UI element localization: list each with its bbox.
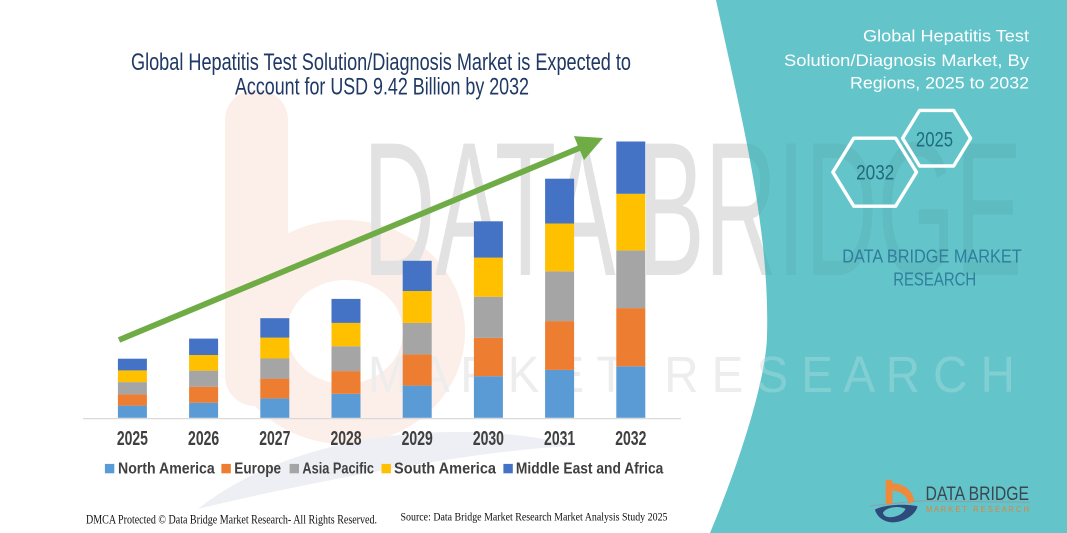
svg-text:2025: 2025 [117,426,148,449]
svg-text:2032: 2032 [856,161,894,185]
svg-text:Account for USD 9.42 Billion b: Account for USD 9.42 Billion by 2032 [235,74,529,101]
svg-text:M A R K E T R E S E A R C H: M A R K E T R E S E A R C H [926,504,1029,514]
svg-text:2025: 2025 [916,127,953,151]
svg-text:2028: 2028 [330,426,361,449]
svg-text:2031: 2031 [544,426,575,449]
svg-text:Asia Pacific: Asia Pacific [302,460,374,477]
svg-text:DATA BRIDGE MARKET: DATA BRIDGE MARKET [842,247,1022,267]
svg-text:2027: 2027 [259,426,290,449]
svg-text:North America: North America [118,460,215,477]
svg-text:Solution/Diagnosis Market, By: Solution/Diagnosis Market, By [784,51,1030,70]
svg-text:Europe: Europe [234,460,281,477]
svg-text:2026: 2026 [188,426,219,449]
svg-text:Middle East and Africa: Middle East and Africa [516,460,664,477]
svg-text:Global Hepatitis Test: Global Hepatitis Test [863,27,1029,46]
svg-text:DATA BRIDGE: DATA BRIDGE [926,484,1030,505]
svg-text:Global Hepatitis Test Solution: Global Hepatitis Test Solution/Diagnosis… [131,49,631,76]
svg-text:RESEARCH: RESEARCH [893,270,976,290]
svg-text:2029: 2029 [402,426,433,449]
svg-text:2030: 2030 [473,426,504,449]
svg-text:Source: Data Bridge Market Res: Source: Data Bridge Market Research Mark… [401,509,668,523]
svg-text:Regions, 2025 to 2032: Regions, 2025 to 2032 [850,74,1029,93]
svg-text:South America: South America [394,460,496,477]
svg-text:2032: 2032 [615,426,646,449]
svg-text:DMCA Protected © Data Bridge M: DMCA Protected © Data Bridge Market Rese… [86,512,377,526]
